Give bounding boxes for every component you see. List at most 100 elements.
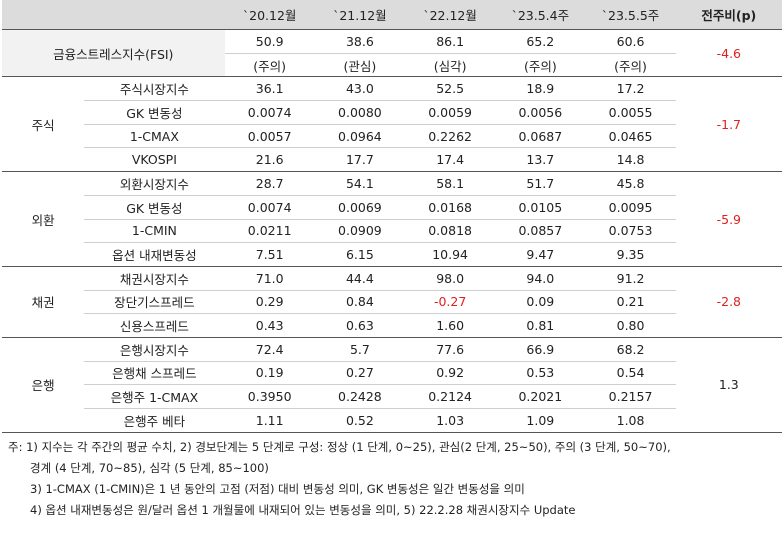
footnote-line: 3) 1-CMAX (1-CMIN)은 1 년 동안의 고점 (저점) 대비 변… xyxy=(30,481,525,496)
cell: 66.9 xyxy=(495,337,586,362)
cell: 58.1 xyxy=(405,171,496,196)
cell: 0.2157 xyxy=(585,384,676,409)
cell: 0.0069 xyxy=(314,195,405,220)
fsi-value: 65.2 xyxy=(495,29,586,54)
cell: 0.0074 xyxy=(224,195,315,220)
cell: 13.7 xyxy=(495,147,586,173)
cell: 0.53 xyxy=(495,361,586,386)
cell: 0.0074 xyxy=(224,100,315,125)
cell: 0.0105 xyxy=(495,195,586,220)
cell: 52.5 xyxy=(405,76,496,102)
cell: 0.0465 xyxy=(585,124,676,149)
table-row: 1-CMAX 0.0057 0.0964 0.2262 0.0687 0.046… xyxy=(2,124,782,149)
cell: 10.94 xyxy=(405,242,496,267)
row-label: 주식시장지수 xyxy=(84,76,225,102)
table-row: 주식 주식시장지수 36.1 43.0 52.5 18.9 17.2 -1.7 xyxy=(2,76,782,173)
cell: 0.92 xyxy=(405,361,496,386)
cell: 0.19 xyxy=(224,361,315,386)
fsi-value: 38.6 xyxy=(314,29,405,54)
cell: 14.8 xyxy=(585,147,676,173)
cell: 0.2021 xyxy=(495,384,586,409)
cell: 0.54 xyxy=(585,361,676,386)
cell: 0.2262 xyxy=(405,124,496,149)
cell: 0.21 xyxy=(585,290,676,315)
row-label: 외환시장지수 xyxy=(84,171,225,196)
financial-stress-table: `20.12월 `21.12월 `22.12월 `23.5.4주 `23.5.5… xyxy=(2,0,782,433)
cell: 1.09 xyxy=(495,408,586,433)
cell: 94.0 xyxy=(495,266,586,291)
table-row: 1-CMIN 0.0211 0.0909 0.0818 0.0857 0.075… xyxy=(2,219,782,244)
table-row: 은행주 1-CMAX 0.3950 0.2428 0.2124 0.2021 0… xyxy=(2,384,782,409)
cell: 28.7 xyxy=(224,171,315,196)
row-label: VKOSPI xyxy=(84,147,225,173)
cell: 0.0857 xyxy=(495,219,586,244)
change-bond: -2.8 xyxy=(675,266,782,338)
cell: 0.0055 xyxy=(585,100,676,125)
header-date: `23.5.5주 xyxy=(585,0,676,30)
cell: 0.0057 xyxy=(224,124,315,149)
fsi-level: (주의) xyxy=(585,53,676,78)
row-label: 은행채 스프레드 xyxy=(84,361,225,386)
change-stock: -1.7 xyxy=(675,76,782,173)
cell: 0.63 xyxy=(314,313,405,338)
cell: 0.52 xyxy=(314,408,405,433)
header-change: 전주비(p) xyxy=(675,0,782,30)
table-row: GK 변동성 0.0074 0.0069 0.0168 0.0105 0.009… xyxy=(2,195,782,220)
cell: 0.43 xyxy=(224,313,315,338)
cell: 1.11 xyxy=(224,408,315,433)
table-row: 외환 외환시장지수 28.7 54.1 58.1 51.7 45.8 -5.9 xyxy=(2,171,782,267)
fsi-value: 60.6 xyxy=(585,29,676,54)
footnote-line: 주: 1) 지수는 각 주간의 평균 수치, 2) 경보단계는 5 단계로 구성… xyxy=(8,439,671,454)
row-label: GK 변동성 xyxy=(84,100,225,125)
footnotes: 주: 1) 지수는 각 주간의 평균 수치, 2) 경보단계는 5 단계로 구성… xyxy=(8,437,784,521)
cell: 0.0818 xyxy=(405,219,496,244)
cell: 0.2124 xyxy=(405,384,496,409)
table-row: 은행 은행시장지수 72.4 5.7 77.6 66.9 68.2 1.3 xyxy=(2,337,782,433)
table-row: 옵션 내재변동성 7.51 6.15 10.94 9.47 9.35 xyxy=(2,242,782,267)
cell: 72.4 xyxy=(224,337,315,362)
cell: 0.0095 xyxy=(585,195,676,220)
header-date: `23.5.4주 xyxy=(495,0,586,30)
cell: 1.60 xyxy=(405,313,496,338)
table-header: `20.12월 `21.12월 `22.12월 `23.5.4주 `23.5.5… xyxy=(2,0,782,30)
cell: 5.7 xyxy=(314,337,405,362)
fsi-value: 86.1 xyxy=(405,29,496,54)
row-label: 1-CMIN xyxy=(84,219,225,244)
row-label: 은행시장지수 xyxy=(84,337,225,362)
header-date: `21.12월 xyxy=(314,0,405,30)
cell: 0.0211 xyxy=(224,219,315,244)
cell: 71.0 xyxy=(224,266,315,291)
fsi-level: (관심) xyxy=(314,53,405,78)
header-blank xyxy=(2,0,225,30)
table-row: 채권 채권시장지수 71.0 44.4 98.0 94.0 91.2 -2.8 xyxy=(2,266,782,338)
cell: 36.1 xyxy=(224,76,315,102)
table-row: VKOSPI 21.6 17.7 17.4 13.7 14.8 xyxy=(2,147,782,173)
fsi-level-row: (주의) (관심) (심각) (주의) (주의) xyxy=(2,53,782,78)
cell: 0.0909 xyxy=(314,219,405,244)
fsi-row: 금융스트레스지수(FSI) 50.9 38.6 86.1 65.2 60.6 -… xyxy=(2,29,782,78)
change-bank: 1.3 xyxy=(675,337,782,433)
change-fx: -5.9 xyxy=(675,171,782,267)
cell: 21.6 xyxy=(224,147,315,173)
row-label: GK 변동성 xyxy=(84,195,225,220)
cell: 91.2 xyxy=(585,266,676,291)
cell: 51.7 xyxy=(495,171,586,196)
cell: 0.0168 xyxy=(405,195,496,220)
cell: 0.0753 xyxy=(585,219,676,244)
cell: 1.03 xyxy=(405,408,496,433)
fsi-level: (주의) xyxy=(495,53,586,78)
cell: 9.47 xyxy=(495,242,586,267)
cell: 0.0964 xyxy=(314,124,405,149)
table-row: 은행채 스프레드 0.19 0.27 0.92 0.53 0.54 xyxy=(2,361,782,386)
cell: 7.51 xyxy=(224,242,315,267)
fsi-level: (심각) xyxy=(405,53,496,78)
cell: 0.29 xyxy=(224,290,315,315)
category-fx: 외환 xyxy=(2,171,85,267)
cell: 45.8 xyxy=(585,171,676,196)
cell: 6.15 xyxy=(314,242,405,267)
cell: 18.9 xyxy=(495,76,586,102)
fsi-level: (주의) xyxy=(224,53,315,78)
footnote-line: 경계 (4 단계, 70~85), 심각 (5 단계, 85~100) xyxy=(30,460,269,475)
cell: 54.1 xyxy=(314,171,405,196)
cell: 0.81 xyxy=(495,313,586,338)
